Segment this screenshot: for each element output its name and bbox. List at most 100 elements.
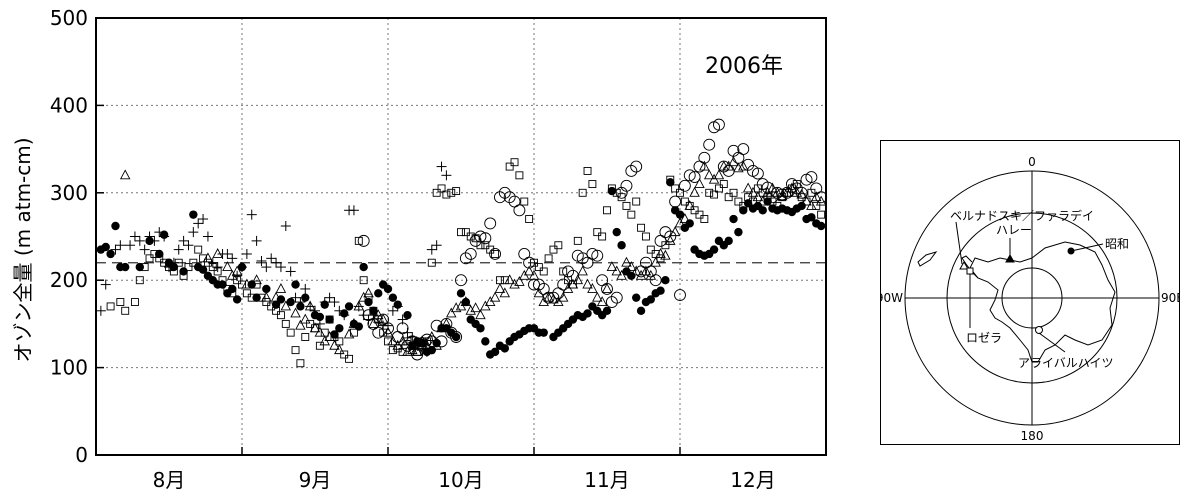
data-point-open-square xyxy=(676,188,684,197)
y-tick-label: 0 xyxy=(75,443,88,467)
data-point-open-triangle xyxy=(300,313,311,324)
data-point-open-square xyxy=(106,302,115,311)
data-point-filled-circle xyxy=(685,219,694,228)
data-point-open-circle xyxy=(493,191,506,204)
data-point-open-square xyxy=(505,162,514,171)
data-point-open-triangle xyxy=(523,265,535,276)
data-point-open-circle xyxy=(761,181,774,194)
data-point-open-triangle xyxy=(577,265,588,276)
data-point-open-triangle xyxy=(528,269,540,280)
data-point-filled-circle xyxy=(388,293,398,302)
antarctica-coastline xyxy=(969,241,1116,363)
data-point-open-circle xyxy=(669,195,682,208)
data-point-open-square xyxy=(729,188,738,197)
data-point-open-square xyxy=(719,180,728,189)
data-point-open-square xyxy=(578,188,587,197)
data-point-open-square xyxy=(184,263,193,272)
data-point-open-square xyxy=(281,319,290,328)
data-point-open-triangle xyxy=(596,296,608,306)
data-point-plus xyxy=(314,318,325,329)
x-tick-label: 8月 xyxy=(153,468,186,492)
data-point-open-square xyxy=(320,328,329,337)
data-point-filled-circle xyxy=(456,289,466,298)
data-point-open-circle xyxy=(513,204,526,217)
data-point-open-square xyxy=(812,201,821,210)
data-point-open-triangle xyxy=(669,226,681,237)
data-point-open-square xyxy=(403,337,412,346)
data-point-open-circle xyxy=(756,178,769,191)
data-point-open-square xyxy=(714,184,723,193)
data-point-open-square xyxy=(559,267,568,276)
data-point-plus xyxy=(334,305,345,316)
grid-layer xyxy=(96,18,826,455)
data-point-open-triangle xyxy=(509,278,520,289)
data-point-open-square xyxy=(257,293,266,302)
data-point-plus xyxy=(159,231,170,242)
data-point-filled-circle xyxy=(315,312,325,322)
data-point-open-square xyxy=(778,193,787,202)
data-point-open-square xyxy=(340,350,349,359)
data-point-open-square xyxy=(622,201,631,210)
data-point-open-square xyxy=(671,184,680,193)
data-point-open-triangle xyxy=(738,160,749,171)
data-point-filled-circle xyxy=(666,178,675,187)
data-point-filled-circle xyxy=(797,201,806,211)
data-point-open-circle xyxy=(518,248,531,260)
data-point-open-triangle xyxy=(645,269,657,280)
data-point-plus xyxy=(227,253,238,264)
data-point-filled-circle xyxy=(325,315,334,324)
y-tick-label: 200 xyxy=(50,268,88,292)
data-point-open-circle xyxy=(586,248,599,260)
data-point-open-square xyxy=(121,306,130,315)
data-point-plus xyxy=(426,244,437,255)
data-point-filled-circle xyxy=(335,324,344,333)
station-marker-vernadsky xyxy=(959,260,969,270)
data-point-filled-circle xyxy=(252,293,261,302)
data-point-open-triangle xyxy=(728,156,739,167)
data-point-open-circle xyxy=(737,143,750,156)
data-point-open-square xyxy=(486,245,495,254)
data-point-open-square xyxy=(573,236,582,245)
data-point-open-triangle xyxy=(592,291,603,302)
data-point-open-square xyxy=(593,228,602,237)
x-tick-label: 11月 xyxy=(584,468,629,492)
data-point-open-square xyxy=(447,188,456,197)
data-point-plus xyxy=(222,248,233,259)
data-point-open-circle xyxy=(722,164,735,177)
data-point-open-square xyxy=(364,293,373,302)
data-point-plus xyxy=(417,345,428,356)
data-point-open-square xyxy=(189,258,198,267)
data-point-plus xyxy=(421,346,432,357)
data-point-open-square xyxy=(617,193,626,202)
data-point-open-triangle xyxy=(202,252,214,263)
data-point-filled-circle xyxy=(247,280,256,289)
data-point-filled-circle xyxy=(763,197,772,206)
data-point-plus xyxy=(348,205,359,216)
data-point-open-triangle xyxy=(713,169,725,180)
station-label-vernadsky: ベルナドスキ／ファラデイ xyxy=(950,208,1094,223)
data-point-filled-circle xyxy=(675,210,685,219)
data-point-open-square xyxy=(646,245,655,254)
data-point-open-square xyxy=(603,206,611,215)
data-point-plus xyxy=(212,262,223,273)
y-tick-label: 400 xyxy=(50,93,88,117)
y-axis-label: オゾン全量 (m atm-cm) xyxy=(11,137,35,362)
data-point-filled-circle xyxy=(111,221,120,231)
data-point-open-triangle xyxy=(499,287,511,298)
data-point-filled-circle xyxy=(155,249,164,259)
data-point-open-triangle xyxy=(655,248,666,258)
data-point-open-circle xyxy=(805,171,818,184)
data-point-open-square xyxy=(700,215,709,223)
data-point-open-triangle xyxy=(665,234,676,245)
data-point-open-square xyxy=(510,158,519,167)
data-point-plus xyxy=(271,257,282,268)
data-point-plus xyxy=(110,244,121,255)
map-label-top: 0 xyxy=(1028,155,1036,169)
data-point-filled-circle xyxy=(344,302,354,311)
data-point-filled-circle xyxy=(627,271,636,281)
data-point-open-triangle xyxy=(446,307,457,318)
data-point-open-square xyxy=(607,184,616,193)
data-point-open-square xyxy=(286,328,295,337)
data-point-open-triangle xyxy=(514,275,525,286)
leader-vernadsky xyxy=(955,221,963,265)
